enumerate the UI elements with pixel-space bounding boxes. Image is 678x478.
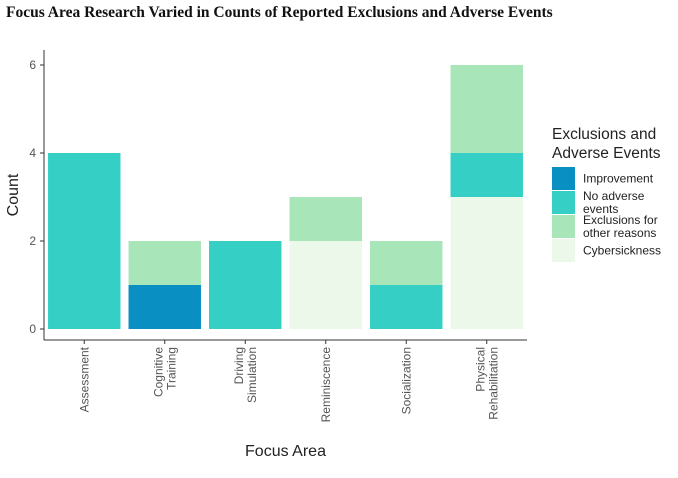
y-tick-label: 4 [29,146,36,160]
chart-title: Focus Area Research Varied in Counts of … [6,4,553,21]
bar-segment-improvement-1 [128,285,201,329]
bars-layer [48,65,523,329]
bar-segment-exclusions-for-other-reasons-1 [128,241,201,285]
bar-segment-exclusions-for-other-reasons-5 [450,65,523,153]
legend-swatch [552,215,575,238]
x-tick-label: CognitiveTraining [151,347,178,397]
y-axis-title: Count [5,173,22,216]
bar-segment-cybersickness-5 [450,197,523,329]
bar-segment-no-adverse-events-0 [48,153,121,329]
legend-label: Exclusions for other reasons [583,213,658,240]
y-tick-label: 0 [29,322,36,336]
legend-label: Improvement [583,172,654,186]
legend-title: Exclusions and Adverse Events [552,126,661,162]
ticks-layer: 0 2 4 6 Assessment CognitiveTraining DrivingSi… [29,58,500,422]
bar-segment-no-adverse-events-4 [370,285,443,329]
x-tick-label: PhysicalRehabilitation [473,347,500,420]
x-tick-label: Reminiscence [319,347,333,423]
legend-label: Cybersickness [583,244,661,258]
bar-segment-cybersickness-3 [289,241,362,329]
y-tick-label: 2 [29,234,36,248]
legend-label: No adverse events [583,189,645,216]
legend-swatch [552,239,575,262]
x-tick-label: Socialization [399,347,413,414]
y-tick-label: 6 [29,58,36,72]
axis-titles: Focus Area Count [5,173,326,460]
x-tick-label: DrivingSimulation [232,347,259,403]
bar-segment-no-adverse-events-5 [450,153,523,197]
legend-swatch [552,167,575,190]
bar-segment-exclusions-for-other-reasons-3 [289,197,362,241]
legend-swatch [552,191,575,214]
bar-segment-no-adverse-events-2 [209,241,282,329]
bar-segment-exclusions-for-other-reasons-4 [370,241,443,285]
legend: Exclusions and Adverse Events Improvement N… [552,126,661,262]
x-tick-label: Assessment [77,346,91,412]
x-axis-title: Focus Area [245,443,326,460]
